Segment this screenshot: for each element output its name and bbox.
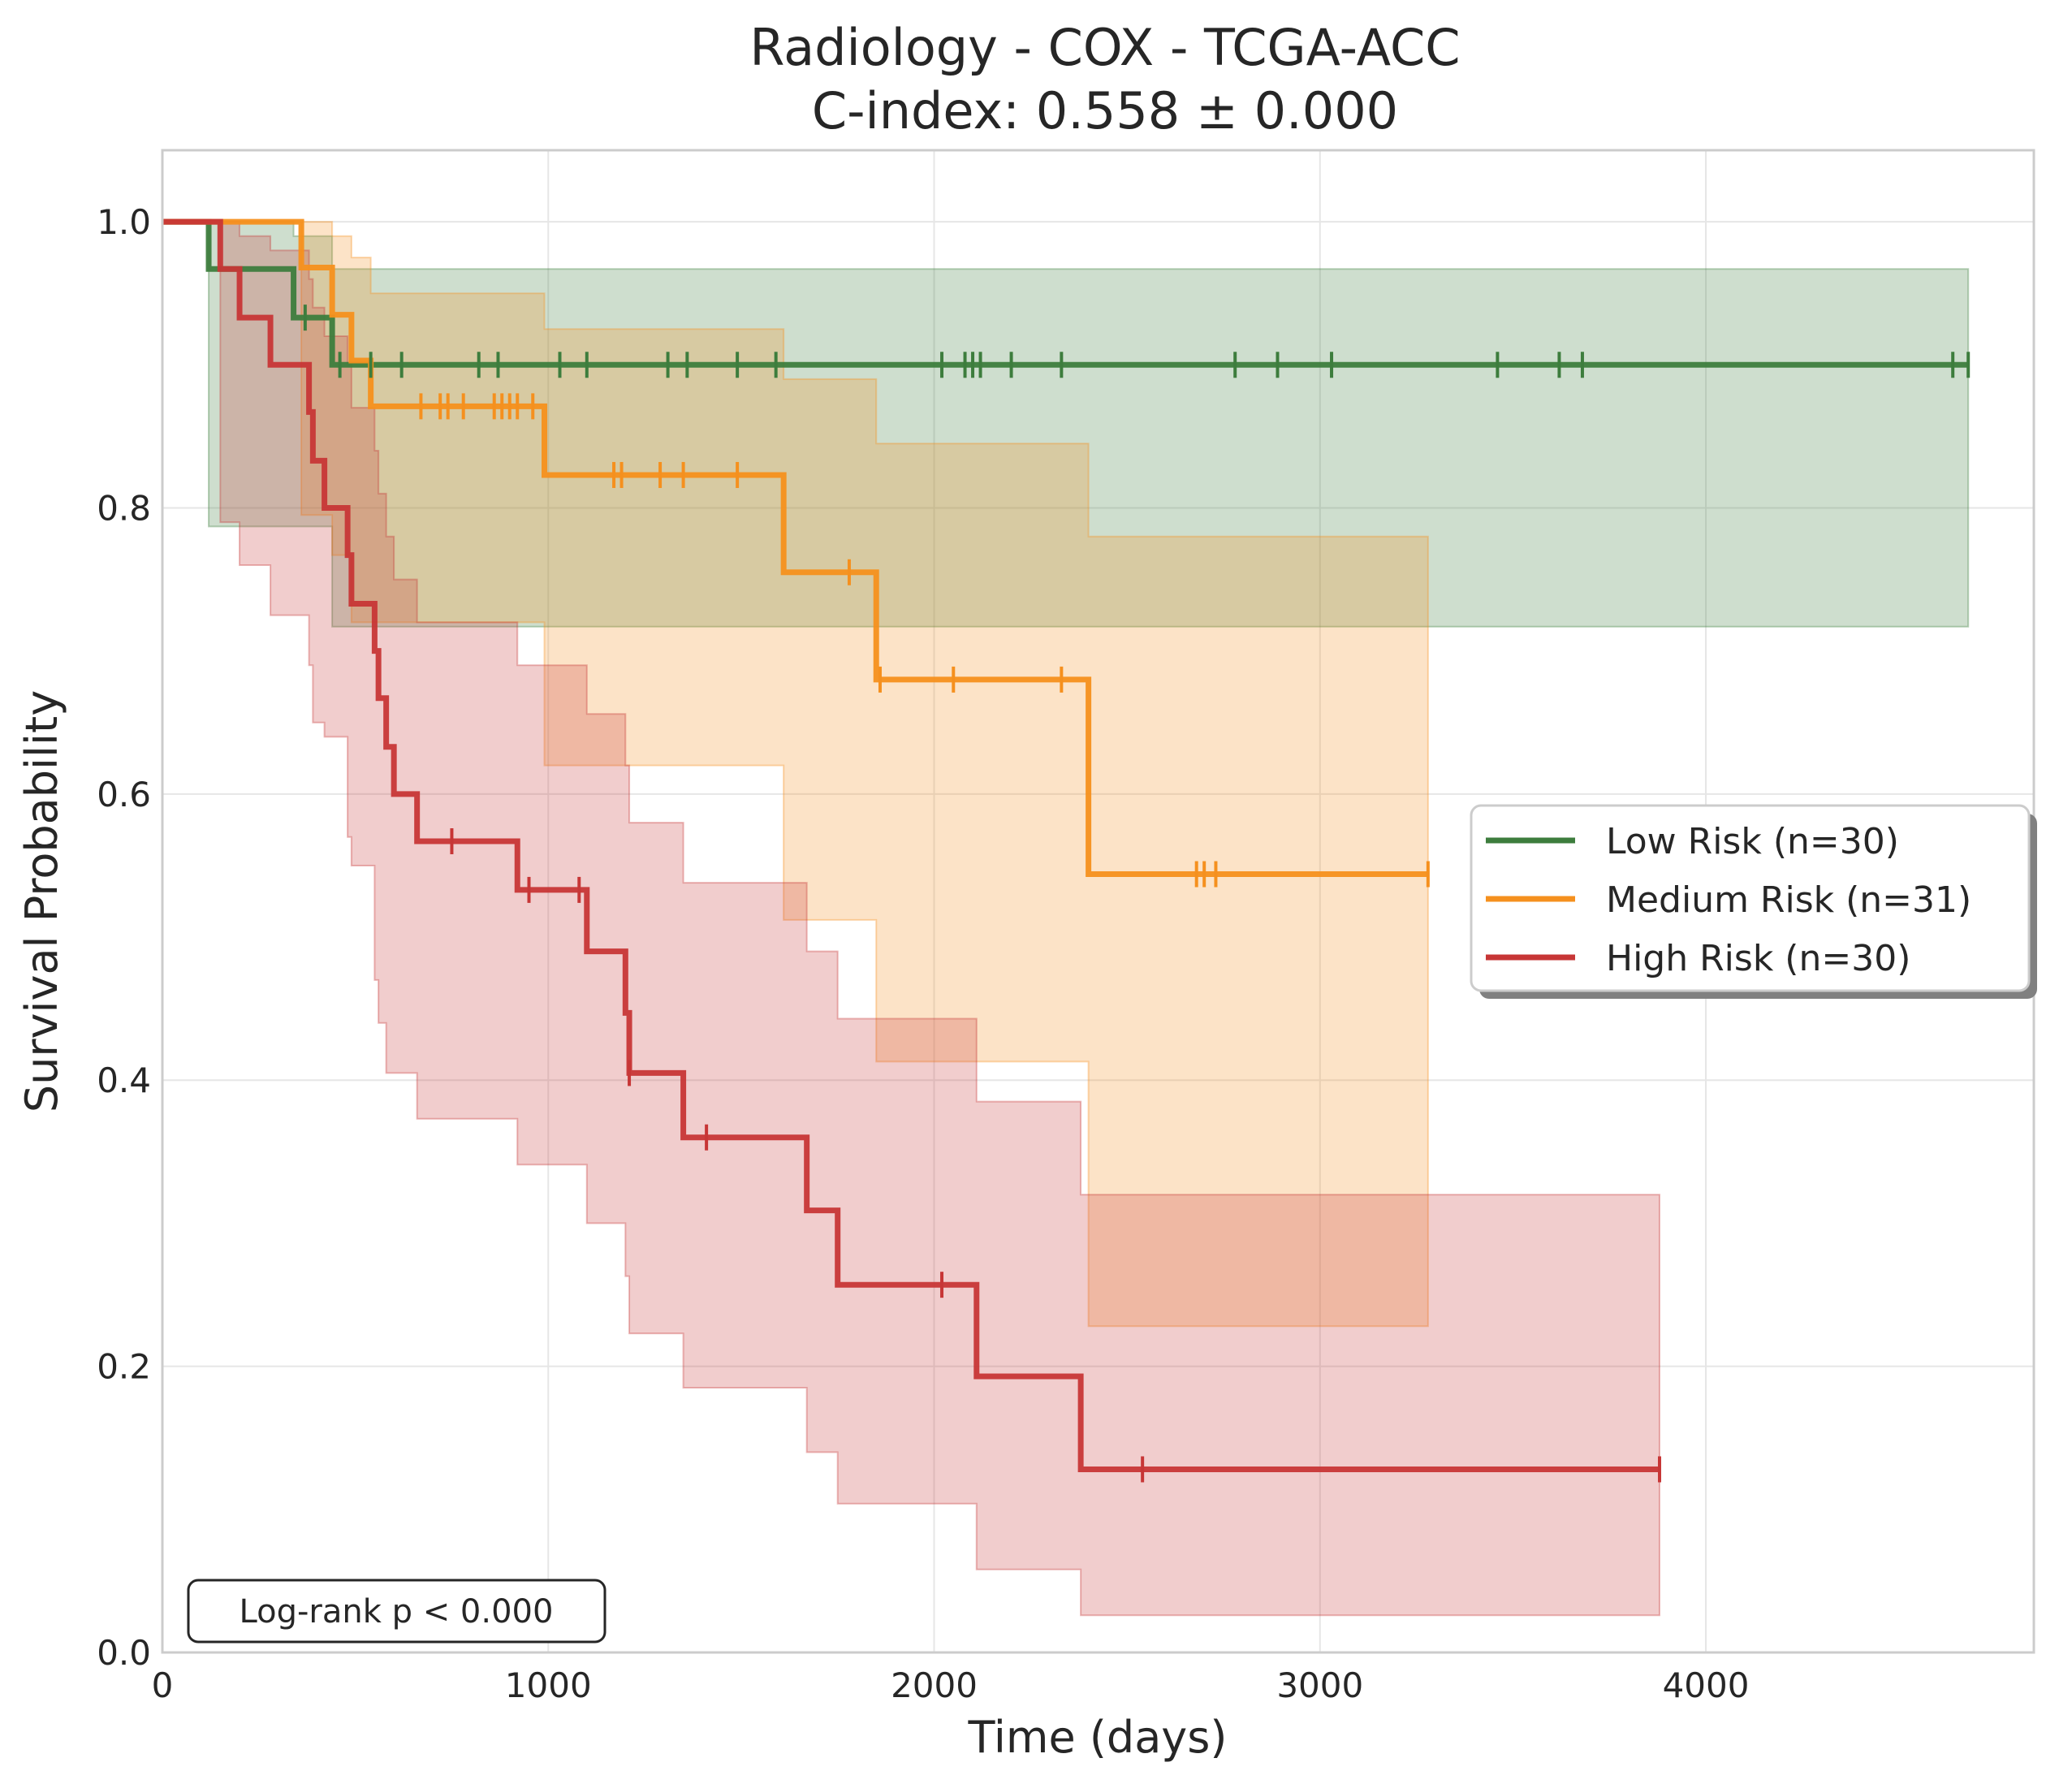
- y-axis-label: Survival Probability: [16, 690, 67, 1112]
- x-axis-label: Time (days): [968, 1712, 1228, 1763]
- annotation-text: Log-rank p < 0.000: [240, 1593, 554, 1631]
- confidence-bands: [162, 221, 1970, 1617]
- logrank-annotation: Log-rank p < 0.000: [187, 1579, 606, 1644]
- annotation-box: [187, 1579, 606, 1644]
- x-tick-label-4: 4000: [1663, 1665, 1750, 1705]
- chart-title: Radiology - COX - TCGA-ACC: [749, 18, 1460, 77]
- grid-lines: [162, 150, 2034, 1653]
- legend-box: [1470, 804, 2031, 992]
- y-tick-label-1: 0.2: [97, 1347, 151, 1387]
- censor-marks: [303, 305, 1971, 1483]
- y-tick-label-5: 1.0: [97, 202, 151, 242]
- survival-line-series-2: [162, 218, 1660, 1472]
- x-tick-label-1: 1000: [505, 1665, 592, 1705]
- x-tick-label-3: 3000: [1276, 1665, 1363, 1705]
- survival-curves: [162, 218, 1969, 1472]
- legend: Low Risk (n=30) Medium Risk (n=31) High Ri…: [1470, 804, 2037, 999]
- y-tick-label-4: 0.8: [97, 488, 151, 528]
- survival-line-series-0: [162, 218, 1969, 368]
- x-tick-label-0: 0: [152, 1665, 174, 1705]
- x-axis-ticks: 0 1000 2000 3000 4000: [152, 1665, 1750, 1705]
- y-axis-ticks: 0.0 0.2 0.4 0.6 0.8 1.0: [97, 202, 151, 1673]
- x-tick-label-2: 2000: [891, 1665, 978, 1705]
- legend-label-0: Low Risk (n=30): [1606, 821, 1899, 862]
- y-tick-label-3: 0.6: [97, 775, 151, 814]
- y-tick-label-0: 0.0: [97, 1633, 151, 1673]
- legend-items: Low Risk (n=30) Medium Risk (n=31) High Ri…: [1486, 821, 1971, 979]
- ci-band-series-2: [162, 221, 1660, 1617]
- legend-label-2: High Risk (n=30): [1606, 938, 1910, 979]
- survival-line-series-1: [162, 218, 1428, 878]
- legend-label-1: Medium Risk (n=31): [1606, 879, 1971, 921]
- y-tick-label-2: 0.4: [97, 1060, 151, 1100]
- chart-subtitle: C-index: 0.558 ± 0.000: [812, 81, 1398, 140]
